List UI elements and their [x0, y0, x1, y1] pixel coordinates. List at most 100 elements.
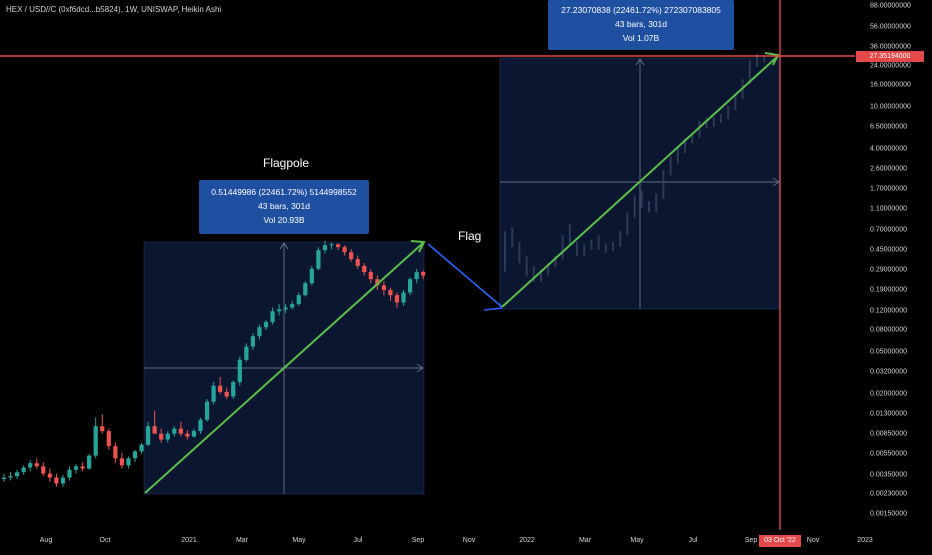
candle-body [21, 467, 26, 473]
projection-range-arrowhead-up [635, 58, 645, 66]
time-axis-tick: Mar [578, 537, 592, 544]
projection-measure-box[interactable]: 27.23070838 (22461.72%) 272307083805 43 … [548, 0, 734, 50]
price-axis-tick: 0.00350000 [870, 471, 907, 479]
time-axis-tick: Nov [462, 537, 476, 544]
flag-trend-line[interactable] [427, 243, 503, 308]
price-axis-tick: 0.00230000 [870, 490, 907, 498]
candle-body [381, 285, 386, 290]
price-axis-tick: 6.50000000 [870, 123, 907, 131]
time-axis-tick: Sep [411, 537, 425, 544]
candle-body [204, 401, 210, 420]
candle-body [191, 431, 197, 437]
candle-body [335, 244, 341, 248]
candle-body [244, 346, 249, 360]
candle-body [296, 295, 301, 305]
candle-body [414, 272, 419, 280]
time-axis-tick: 2023 [857, 537, 873, 544]
price-axis-tick: 0.19000000 [870, 286, 907, 294]
candle-body [355, 259, 360, 266]
time-axis-tick: May [630, 537, 644, 544]
price-axis-tick: 16.00000000 [870, 81, 911, 89]
candle-body [218, 385, 223, 392]
candle-body [126, 458, 131, 466]
candle-body [250, 336, 255, 347]
price-axis-tick: 0.00850000 [870, 430, 907, 438]
price-axis-tick: 0.00550000 [870, 450, 907, 458]
flagpole-label[interactable]: Flagpole [263, 156, 310, 170]
flagpole-measure-box[interactable]: 0.51449986 (22461.72%) 5144998552 43 bar… [199, 180, 369, 234]
candle-body [80, 466, 85, 469]
candle-body [408, 279, 413, 293]
price-axis-tick: 0.05000000 [870, 348, 907, 356]
candle-body [106, 431, 111, 447]
price-axis-tick: 56.00000000 [870, 23, 911, 31]
candle-body [316, 250, 321, 269]
candle-body [67, 469, 72, 478]
candle-body [375, 279, 380, 286]
price-axis-tick: 2.60000000 [870, 165, 907, 173]
price-axis-tick: 0.02000000 [870, 390, 907, 398]
candle-body [28, 463, 33, 468]
candle-body [362, 265, 367, 273]
candle-body [60, 477, 66, 484]
candlestick-series [1, 240, 426, 487]
candle-body [270, 311, 275, 323]
candle-body [132, 451, 138, 459]
price-axis-tick: 0.12000000 [870, 307, 907, 315]
candle-body [165, 433, 170, 440]
time-axis-tick: Oct [99, 537, 111, 544]
candle-body [178, 428, 183, 434]
candle-body [277, 309, 282, 312]
time-axis-tick: May [292, 537, 306, 544]
candle-body [113, 446, 118, 459]
candle-body [342, 247, 347, 253]
candle-body [401, 292, 406, 303]
candle-body [303, 283, 308, 296]
flagpole-measure-change: 0.51449986 (22461.72%) 5144998552 [211, 187, 357, 197]
candle-body [368, 272, 373, 280]
candle-body [231, 382, 236, 397]
projection-measure-change: 27.23070838 (22461.72%) 272307083805 [561, 5, 721, 15]
candle-body [87, 455, 92, 469]
price-axis-tick: 0.01300000 [870, 410, 907, 418]
price-axis-tick: 1.10000000 [870, 205, 907, 213]
flagpole-trend-line[interactable] [144, 242, 424, 494]
candle-body [100, 426, 105, 432]
time-axis[interactable]: Aug Oct 2021 Mar May Jul Sep Nov 2022 Mar May Jul Se… [0, 530, 873, 550]
price-axis-tick: 0.29000000 [870, 266, 907, 274]
current-price-badge: 27.35194000 [856, 51, 924, 62]
time-axis-tick: Mar [235, 537, 249, 544]
candle-body [329, 244, 334, 246]
candle-body [257, 327, 262, 337]
projection-range-arrowhead-right [772, 177, 780, 187]
symbol-title: HEX / USD//C (0xf6dcd...b5824), 1W, UNIS… [6, 5, 222, 14]
candle-body [47, 473, 52, 478]
price-axis-tick: 10.00000000 [870, 103, 911, 111]
candle-body [421, 272, 426, 276]
time-axis-tick: Sep [744, 537, 758, 544]
candle-body [309, 268, 314, 284]
flagpole-range-arrowhead-right [416, 363, 424, 373]
flagpole-range-arrowhead-up [279, 242, 289, 250]
time-axis-tick: Jul [353, 537, 363, 544]
price-axis-tick: 0.03200000 [870, 368, 907, 376]
candle-body [146, 426, 151, 445]
cursor-date-badge: 03 Oct '22 [759, 535, 801, 547]
projection-trend-arrowhead [764, 52, 780, 66]
candle-body [185, 433, 190, 437]
candle-body [322, 245, 328, 251]
price-axis-tick: 4.00000000 [870, 145, 907, 153]
candle-body [349, 252, 354, 260]
price-axis[interactable]: 88.00000000 56.00000000 36.00000000 24.0000… [855, 0, 932, 530]
candle-body [394, 295, 400, 303]
candle-body [54, 477, 59, 484]
flag-trend-base [483, 307, 503, 311]
projection-trend-line[interactable] [501, 55, 779, 308]
flag-label[interactable]: Flag [458, 229, 482, 243]
candle-body [15, 472, 20, 477]
price-axis-tick: 36.00000000 [870, 43, 911, 51]
price-axis-tick: 24.00000000 [870, 62, 911, 70]
